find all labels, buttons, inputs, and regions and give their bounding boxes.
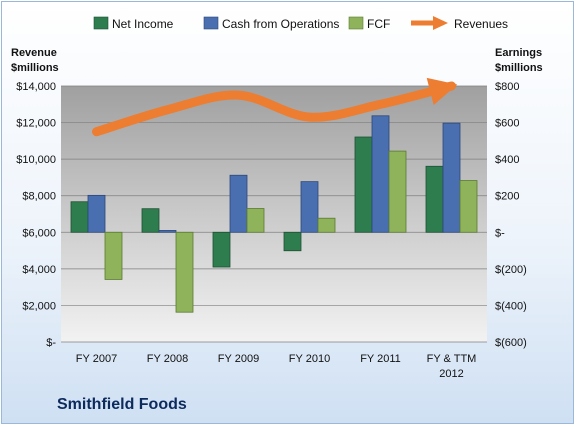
legend-label-revenues: Revenues: [454, 17, 508, 31]
bar-cash-from-operations: [442, 122, 461, 233]
right-tick-label: $(600): [495, 337, 527, 349]
bars: [70, 115, 478, 313]
x-tick-label: FY 2011: [360, 353, 401, 365]
legend-label-net-income: Net Income: [112, 17, 174, 31]
bar-fcf: [104, 231, 123, 280]
left-tick-label: $6,000: [22, 227, 56, 239]
x-tick-label: FY 2008: [147, 353, 188, 365]
left-axis-title-line1: Revenue: [11, 47, 57, 59]
plot-area: [61, 86, 487, 342]
bar-cash-from-operations: [87, 194, 106, 233]
x-tick-label: FY 2007: [76, 353, 117, 365]
company-name: Smithfield Foods: [57, 396, 187, 413]
bar-net-income: [425, 165, 444, 233]
revenues-line: [92, 77, 458, 137]
left-tick-label: $4,000: [22, 264, 56, 276]
right-tick-label: $-: [495, 227, 505, 239]
legend-arrow-icon: [411, 16, 448, 30]
legend-arrow-head: [433, 16, 448, 30]
left-tick-label: $14,000: [16, 81, 56, 93]
bar-cash-from-operations: [300, 181, 319, 233]
right-axis-title-line1: Earnings: [495, 47, 542, 59]
bar-net-income: [70, 201, 89, 233]
revenues-line-path: [92, 81, 456, 137]
bar-net-income: [354, 136, 373, 233]
left-axis-title-line2: $millions: [11, 62, 59, 74]
bar-net-income: [141, 208, 160, 233]
legend-swatch-fcf: [348, 16, 364, 30]
bar-fcf: [175, 231, 194, 313]
right-tick-label: $600: [495, 118, 519, 130]
bar-fcf: [459, 180, 478, 233]
right-axis-title-line2: $millions: [495, 62, 543, 74]
bar-cash-from-operations: [229, 174, 248, 233]
right-tick-label: $200: [495, 191, 519, 203]
revenues-arrowhead: [426, 77, 458, 106]
bar-fcf: [317, 217, 336, 233]
right-tick-label: $(200): [495, 264, 527, 276]
right-tick-label: $800: [495, 81, 519, 93]
legend: Net Income Cash from Operations FCF Reve…: [93, 16, 508, 31]
x-axis-ticks: FY 2007 FY 2008 FY 2009 FY 2010 FY 2011 FY & …: [76, 353, 477, 380]
bar-net-income: [212, 231, 231, 268]
legend-swatch-cash-from-operations: [203, 16, 219, 30]
legend-label-fcf: FCF: [367, 17, 390, 31]
right-axis-ticks: $(600) $(400) $(200) $- $200 $400 $600 $800: [495, 81, 527, 349]
left-axis-ticks: $- $2,000 $4,000 $6,000 $8,000 $10,000 $12,000…: [16, 81, 56, 349]
left-tick-label: $-: [46, 337, 56, 349]
legend-label-cash-from-operations: Cash from Operations: [222, 17, 339, 31]
x-tick-label: FY 2009: [218, 353, 259, 365]
right-tick-label: $400: [495, 154, 519, 166]
x-tick-label: FY 2010: [289, 353, 330, 365]
bar-fcf: [246, 208, 265, 233]
bar-cash-from-operations: [371, 115, 390, 233]
x-tick-label: FY & TTM 2012: [427, 353, 477, 380]
left-tick-label: $8,000: [22, 191, 56, 203]
bar-fcf: [388, 150, 407, 233]
bar-cash-from-operations: [158, 230, 177, 233]
left-tick-label: $12,000: [16, 118, 56, 130]
left-tick-label: $10,000: [16, 154, 56, 166]
right-tick-label: $(400): [495, 300, 527, 312]
legend-swatch-net-income: [93, 16, 109, 30]
bar-net-income: [283, 231, 302, 252]
left-tick-label: $2,000: [22, 300, 56, 312]
